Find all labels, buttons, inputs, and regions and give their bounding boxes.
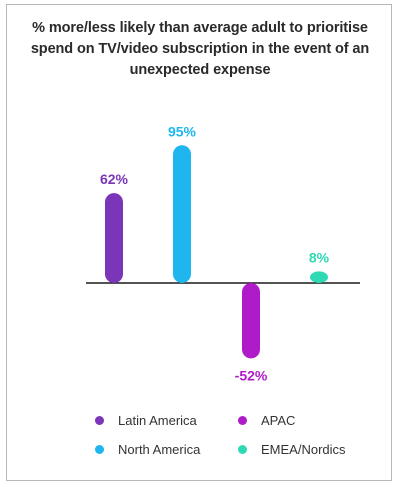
data-label: -52% (235, 367, 268, 383)
legend-label: North America (118, 441, 201, 457)
legend-swatch (238, 444, 247, 454)
legend-label: Latin America (118, 412, 197, 428)
legend-swatch (95, 444, 104, 454)
legend-swatch (95, 415, 104, 425)
legend-item-apac: APAC (238, 410, 295, 430)
chart-title: % more/less likely than average adult to… (30, 20, 370, 78)
data-label: 62% (100, 171, 129, 187)
legend-item-latin-america: Latin America (95, 410, 197, 430)
data-label: 95% (168, 123, 197, 139)
bar-north-america (173, 145, 191, 283)
bar-apac (242, 283, 260, 359)
legend-item-north-america: North America (95, 439, 200, 459)
bar-emea-nordics (310, 271, 328, 283)
bar-latin-america (105, 193, 123, 283)
legend-label: EMEA/Nordics (261, 441, 346, 457)
legend-swatch (238, 415, 247, 425)
legend-label: APAC (261, 412, 296, 428)
legend-item-emea-nordics: EMEA/Nordics (238, 439, 346, 459)
chart-frame (6, 4, 392, 481)
data-label: 8% (309, 249, 330, 265)
